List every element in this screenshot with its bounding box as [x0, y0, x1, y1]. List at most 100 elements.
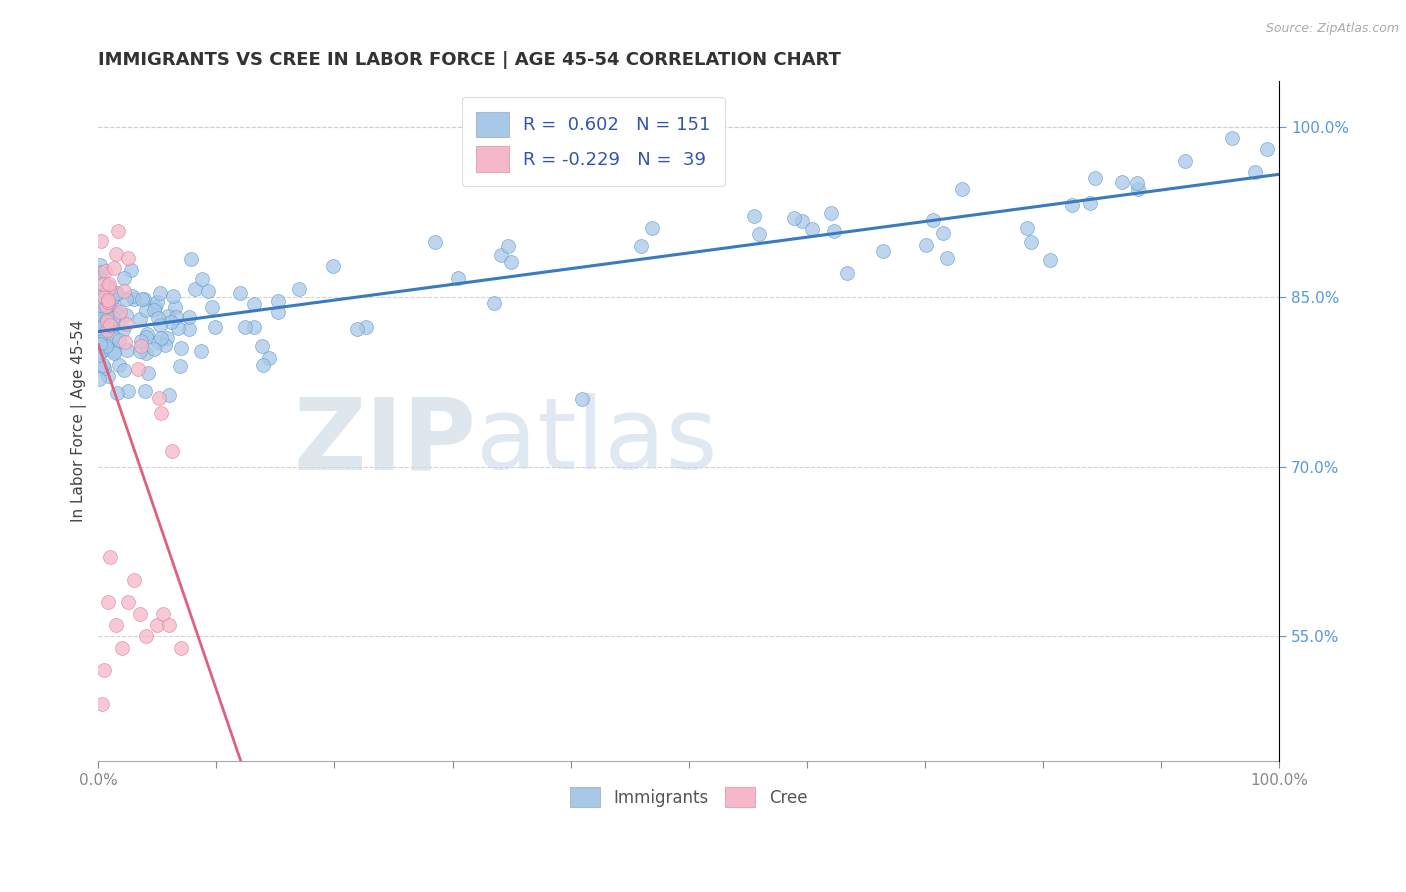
Point: [322, 259, 344, 273]
Point: [790, 214, 813, 228]
Point: [233, 320, 256, 334]
Point: [93, 342, 115, 356]
Point: [744, 209, 766, 223]
Point: [97, 277, 120, 292]
Point: [112, 285, 135, 299]
Point: [117, 251, 139, 265]
Point: [149, 406, 172, 420]
Point: [267, 305, 290, 319]
Point: [122, 292, 145, 306]
Point: [97, 293, 120, 308]
Point: [93, 360, 115, 375]
Point: [136, 366, 159, 380]
Point: [170, 640, 193, 655]
Point: [87, 320, 110, 334]
Point: [114, 308, 136, 322]
Point: [872, 244, 894, 259]
Point: [129, 312, 152, 326]
Point: [91, 330, 114, 344]
Point: [89, 337, 111, 351]
Point: [354, 320, 377, 334]
Point: [122, 573, 145, 587]
Point: [103, 311, 125, 326]
Point: [101, 319, 124, 334]
Point: [160, 315, 183, 329]
Point: [111, 640, 134, 655]
Point: [134, 292, 156, 306]
Text: atlas: atlas: [477, 393, 718, 490]
Point: [571, 392, 593, 406]
Point: [115, 292, 138, 306]
Point: [156, 310, 179, 324]
Point: [163, 300, 186, 314]
Point: [135, 346, 157, 360]
Point: [91, 334, 114, 349]
Point: [101, 291, 124, 305]
Point: [93, 277, 115, 291]
Point: [155, 338, 177, 352]
Point: [1256, 142, 1278, 156]
Point: [146, 311, 169, 326]
Point: [252, 339, 274, 353]
Point: [135, 630, 157, 644]
Point: [87, 331, 110, 345]
Point: [93, 338, 115, 352]
Point: [117, 595, 139, 609]
Point: [1038, 253, 1060, 268]
Point: [96, 314, 118, 328]
Point: [149, 318, 172, 333]
Point: [197, 284, 219, 298]
Point: [104, 247, 127, 261]
Point: [105, 618, 128, 632]
Point: [157, 618, 180, 632]
Point: [952, 182, 974, 196]
Point: [97, 295, 120, 310]
Point: [96, 339, 118, 353]
Point: [112, 363, 135, 377]
Point: [190, 343, 212, 358]
Point: [837, 266, 859, 280]
Point: [1017, 221, 1039, 235]
Point: [931, 227, 953, 241]
Point: [820, 205, 842, 219]
Point: [127, 362, 149, 376]
Point: [111, 323, 134, 337]
Point: [149, 286, 172, 301]
Point: [146, 618, 169, 632]
Point: [1078, 195, 1101, 210]
Point: [97, 279, 120, 293]
Point: [87, 372, 110, 386]
Point: [257, 351, 280, 366]
Point: [783, 211, 806, 225]
Point: [1174, 153, 1197, 168]
Point: [641, 221, 664, 235]
Point: [94, 264, 117, 278]
Point: [1084, 170, 1107, 185]
Point: [90, 344, 112, 359]
Point: [104, 288, 127, 302]
Point: [108, 358, 131, 372]
Point: [135, 302, 157, 317]
Point: [98, 550, 121, 565]
Text: IMMIGRANTS VS CREE IN LABOR FORCE | AGE 45-54 CORRELATION CHART: IMMIGRANTS VS CREE IN LABOR FORCE | AGE …: [98, 51, 841, 69]
Point: [1220, 131, 1243, 145]
Point: [117, 384, 139, 398]
Point: [93, 664, 115, 678]
Point: [134, 384, 156, 399]
Point: [114, 334, 136, 349]
Point: [89, 307, 111, 321]
Point: [94, 300, 117, 314]
Point: [482, 295, 505, 310]
Point: [167, 321, 190, 335]
Y-axis label: In Labor Force | Age 45-54: In Labor Force | Age 45-54: [72, 320, 87, 523]
Point: [498, 239, 520, 253]
Point: [162, 289, 184, 303]
Point: [115, 317, 138, 331]
Point: [162, 444, 184, 458]
Point: [97, 369, 120, 384]
Point: [93, 326, 115, 341]
Point: [915, 237, 938, 252]
Point: [447, 270, 470, 285]
Point: [630, 239, 652, 253]
Point: [101, 328, 124, 343]
